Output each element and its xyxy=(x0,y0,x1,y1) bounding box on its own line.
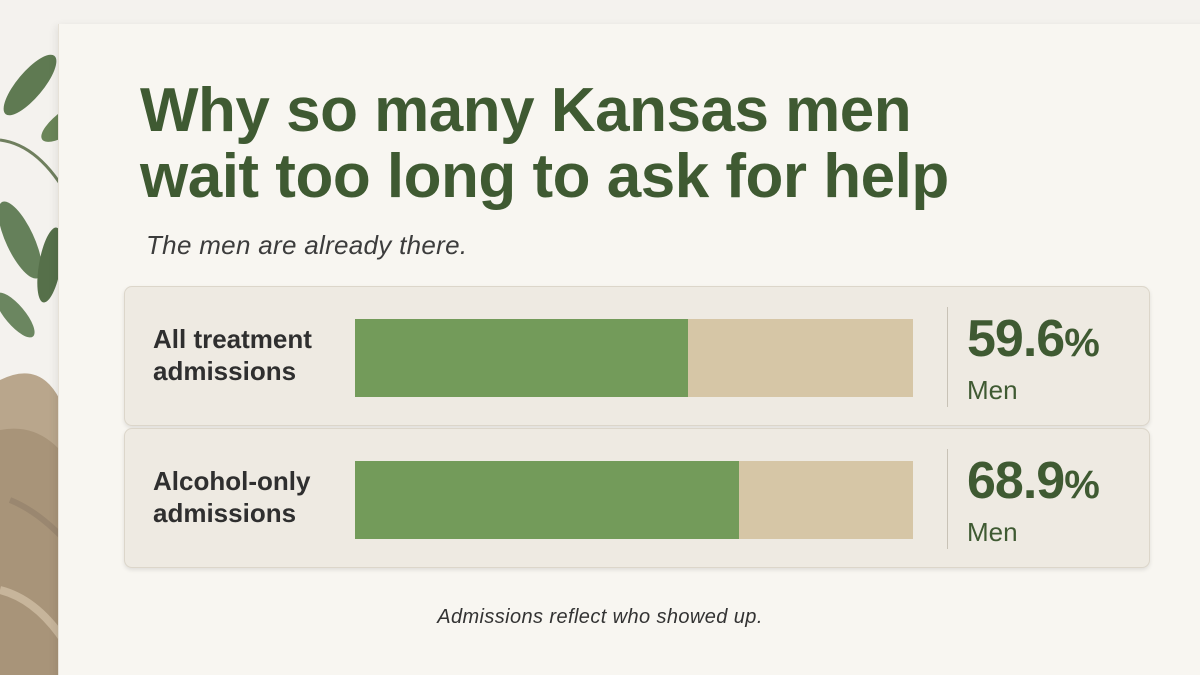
bar-fill xyxy=(355,319,688,397)
bar-track xyxy=(355,461,913,539)
bar-card-alcohol-only: Alcohol-only admissions 68.9% Men xyxy=(124,428,1150,568)
value-label: 59.6% xyxy=(967,311,1100,371)
unit-label: Men xyxy=(967,517,1018,547)
bar-fill xyxy=(355,461,740,539)
percent-sign: % xyxy=(1064,321,1100,365)
category-label: Alcohol-only admissions xyxy=(153,466,311,528)
bar-card-all-treatment: All treatment admissions 59.6% Men xyxy=(124,286,1150,426)
chart-subtitle: The men are already there. xyxy=(146,230,468,260)
percent-sign: % xyxy=(1064,463,1100,507)
bar-track xyxy=(355,319,913,397)
chart-title: Why so many Kansas men wait too long to … xyxy=(140,78,1140,210)
title-line-1: Why so many Kansas men xyxy=(140,76,912,145)
footnote: Admissions reflect who showed up. xyxy=(437,606,763,628)
category-label: All treatment admissions xyxy=(153,324,312,386)
card-divider xyxy=(947,449,948,549)
value-number: 59.6 xyxy=(967,310,1065,368)
title-line-2: wait too long to ask for help xyxy=(140,142,949,211)
value-label: 68.9% xyxy=(967,453,1100,513)
value-number: 68.9 xyxy=(967,452,1065,510)
unit-label: Men xyxy=(967,375,1018,405)
card-divider xyxy=(947,307,948,407)
